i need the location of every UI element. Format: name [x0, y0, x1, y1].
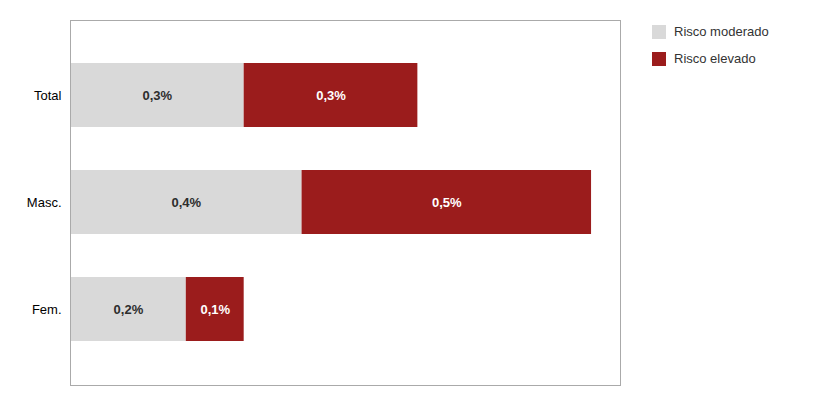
svg-text:Total: Total: [34, 88, 62, 103]
svg-text:0,4%: 0,4%: [171, 195, 201, 210]
svg-text:Masc.: Masc.: [27, 195, 62, 210]
svg-text:0,2%: 0,2%: [114, 302, 144, 317]
html-text:Risco moderado: Risco moderado: [674, 24, 769, 39]
svg-text:0,1%: 0,1%: [200, 302, 230, 317]
svg-text:0,3%: 0,3%: [316, 88, 346, 103]
svg-text:0,5%: 0,5%: [432, 195, 462, 210]
svg-text:0,3%: 0,3%: [143, 88, 173, 103]
svg-text:Fem.: Fem.: [32, 302, 62, 317]
html-text:Risco elevado: Risco elevado: [674, 51, 756, 66]
